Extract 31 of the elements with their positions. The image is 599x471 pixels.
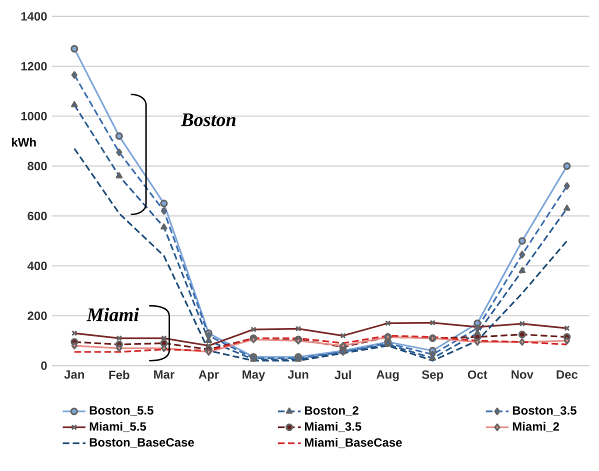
- legend-label: Miami_2: [512, 422, 559, 432]
- x-tick-label: Oct: [468, 370, 488, 379]
- y-tick-label: 1200: [21, 62, 47, 70]
- legend-label: Boston_5.5: [90, 406, 154, 416]
- x-tick-label: Dec: [556, 370, 578, 379]
- legend-label: Boston_BaseCase: [90, 438, 194, 448]
- x-tick-label: Jul: [334, 370, 351, 380]
- legend-label: Miami_BaseCase: [305, 438, 402, 448]
- legend-label: Boston_2: [305, 406, 358, 416]
- legend-label: Boston_3.5: [512, 406, 576, 416]
- y-tick-label: 600: [28, 212, 47, 220]
- y-tick-label: 1400: [21, 12, 47, 21]
- y-tick-label: 800: [28, 162, 47, 170]
- x-tick-label: Nov: [512, 370, 534, 379]
- x-tick-label: Jan: [64, 370, 84, 379]
- x-tick-label: Aug: [376, 370, 399, 382]
- y-axis-title: kWh: [12, 138, 36, 146]
- x-tick-label: Sep: [422, 370, 444, 382]
- y-tick-label: 1000: [21, 112, 47, 120]
- annotation: Miami: [86, 308, 139, 322]
- legend-label: Miami_3.5: [305, 422, 362, 432]
- x-tick-label: Jun: [288, 370, 308, 379]
- x-tick-label: Feb: [109, 370, 130, 380]
- x-tick-label: May: [242, 370, 266, 382]
- y-tick-label: 200: [28, 312, 47, 320]
- x-tick-label: Apr: [198, 370, 219, 382]
- x-tick-label: Mar: [154, 370, 174, 379]
- annotation: Boston: [180, 114, 236, 126]
- y-tick-label: 400: [27, 262, 47, 270]
- legend-label: Miami_5.5: [90, 422, 146, 432]
- y-tick-label: 0: [41, 361, 47, 370]
